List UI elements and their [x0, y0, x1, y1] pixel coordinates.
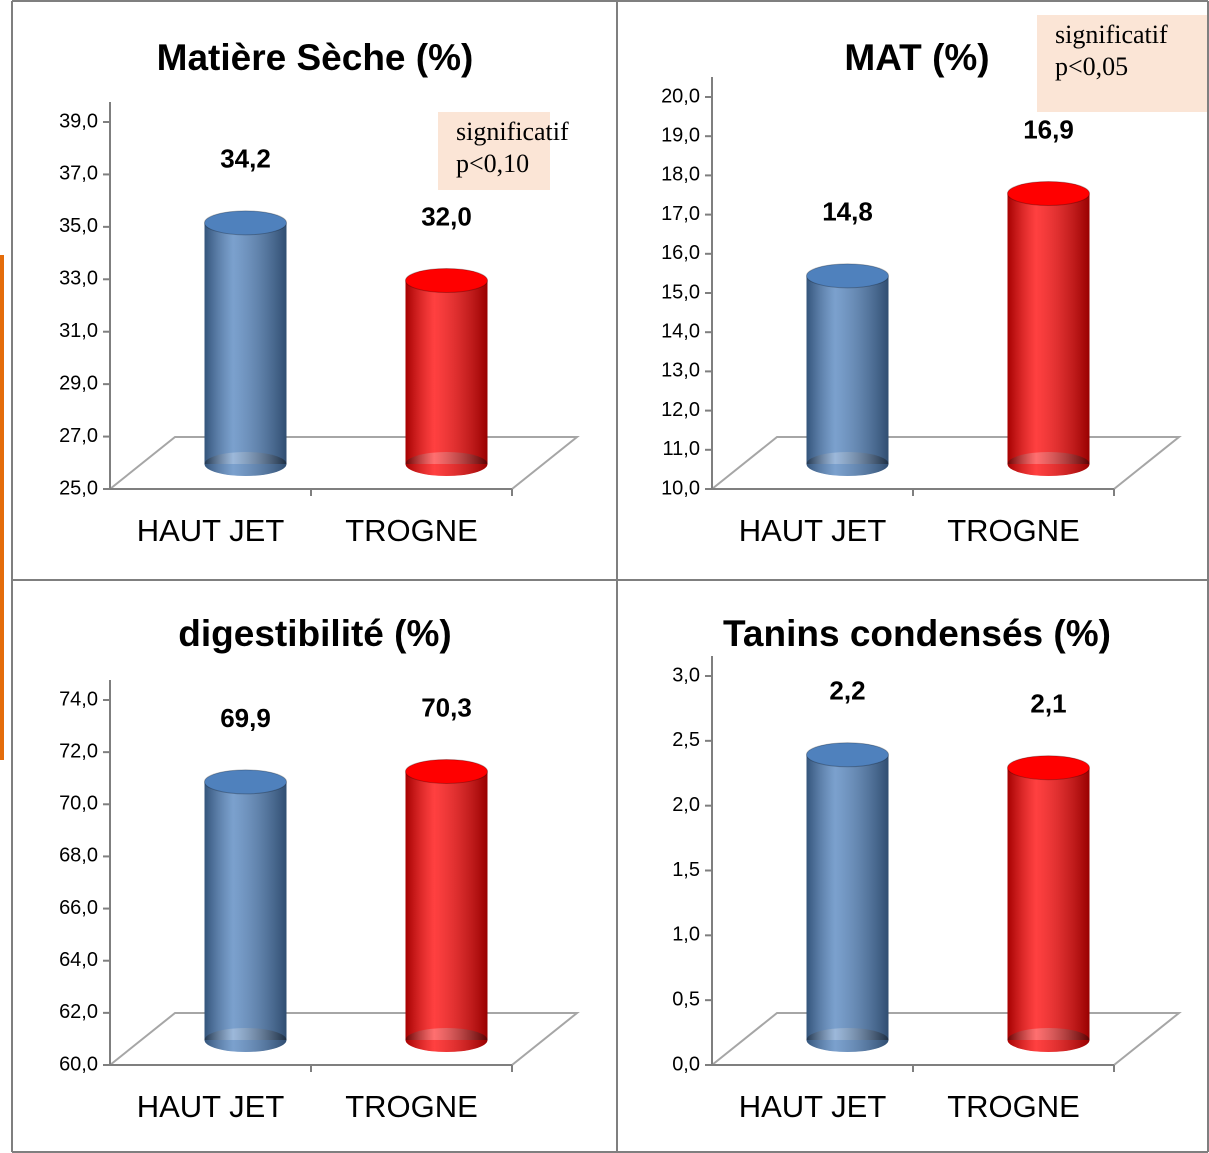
y-tick-label: 11,0	[663, 438, 700, 460]
annotation-box	[438, 112, 550, 190]
chart: Matière Sèche (%) 25,0 27,0 29,0 31,0 33,0 35,…	[59, 37, 580, 548]
value-label: 32,0	[421, 201, 472, 231]
y-tick-label: 12,0	[661, 399, 700, 421]
value-label: 16,9	[1023, 114, 1074, 144]
y-tick-label: 14,0	[661, 320, 700, 342]
bar-top	[1007, 755, 1090, 781]
y-tick-label: 10,0	[661, 477, 700, 499]
y-tick-label: 17,0	[661, 203, 700, 225]
bar-shade	[405, 280, 488, 464]
bar-top	[806, 263, 889, 289]
y-tick-label: 74,0	[59, 688, 98, 710]
y-tick-label: 27,0	[59, 425, 98, 447]
chart: MAT (%) 10,0 11,0 12,0 13,0 14,0 15,0 16,0 17,0 1…	[661, 15, 1207, 548]
bar-top	[1007, 181, 1090, 207]
y-tick-label: 70,0	[59, 793, 98, 815]
bar-shade	[1007, 193, 1090, 464]
bar-shade	[405, 771, 488, 1040]
y-tick-label: 19,0	[661, 124, 700, 146]
y-tick-label: 2,5	[672, 729, 700, 751]
chart-title: Matière Sèche (%)	[157, 37, 474, 78]
annotation-box	[1037, 15, 1207, 112]
bar-top	[204, 769, 287, 795]
chart: digestibilité (%) 60,0 62,0 64,0 66,0 68,0 70,…	[59, 613, 580, 1124]
bar-shade	[1007, 767, 1090, 1040]
bar-top	[405, 758, 488, 784]
y-tick-label: 1,5	[672, 859, 700, 881]
x-tick-label: HAUT JET	[137, 1089, 285, 1124]
y-tick-label: 39,0	[59, 110, 98, 132]
x-tick-label: HAUT JET	[739, 1089, 887, 1124]
y-tick-label: 60,0	[59, 1053, 98, 1075]
bar-top	[204, 210, 287, 236]
chart-title: MAT (%)	[844, 37, 989, 78]
y-tick-label: 13,0	[661, 360, 700, 382]
y-tick-label: 31,0	[59, 320, 98, 342]
x-tick-label: HAUT JET	[739, 513, 887, 548]
value-label: 70,3	[421, 692, 472, 722]
panel-frame	[11, 0, 1209, 1153]
bar-shade	[806, 275, 889, 464]
value-label: 2,1	[1030, 689, 1066, 719]
chart-title: Tanins condensés (%)	[723, 613, 1111, 654]
value-label: 69,9	[220, 703, 271, 733]
y-tick-label: 35,0	[59, 215, 98, 237]
y-tick-label: 72,0	[59, 740, 98, 762]
y-tick-label: 68,0	[59, 845, 98, 867]
x-tick-label: TROGNE	[947, 1089, 1080, 1124]
x-tick-label: TROGNE	[345, 1089, 478, 1124]
y-tick-label: 16,0	[661, 242, 700, 264]
x-tick-label: TROGNE	[345, 513, 478, 548]
value-label: 14,8	[822, 197, 873, 227]
bar-top	[405, 268, 488, 293]
x-tick-label: TROGNE	[947, 513, 1080, 548]
value-label: 34,2	[220, 144, 271, 174]
y-tick-label: 64,0	[59, 949, 98, 971]
annotation: p<0,05	[1055, 52, 1128, 81]
y-tick-label: 29,0	[59, 372, 98, 394]
y-tick-label: 0,5	[672, 988, 700, 1010]
annotation: significatif	[456, 117, 569, 146]
y-tick-label: 0,0	[672, 1053, 700, 1075]
y-tick-label: 62,0	[59, 1001, 98, 1023]
bar-shade	[204, 781, 287, 1040]
y-tick-label: 20,0	[661, 85, 700, 107]
chart: Tanins condensés (%) 0,0 0,5 1,0 1,5 2,0 2,5 3,…	[672, 613, 1182, 1124]
x-tick-label: HAUT JET	[137, 513, 285, 548]
chart-title: digestibilité (%)	[178, 613, 451, 654]
y-tick-label: 15,0	[661, 281, 700, 303]
value-label: 2,2	[829, 676, 865, 706]
y-tick-label: 2,0	[672, 794, 700, 816]
y-tick-label: 18,0	[661, 164, 700, 186]
annotation: significatif	[1055, 20, 1168, 49]
y-tick-label: 66,0	[59, 897, 98, 919]
y-tick-label: 37,0	[59, 163, 98, 185]
y-tick-label: 33,0	[59, 268, 98, 290]
bar-top	[806, 742, 889, 768]
bar-shade	[806, 754, 889, 1040]
y-tick-label: 1,0	[672, 924, 700, 946]
y-tick-label: 3,0	[672, 664, 700, 686]
y-tick-label: 25,0	[59, 477, 98, 499]
bar-shade	[204, 222, 287, 464]
annotation: p<0,10	[456, 149, 529, 178]
